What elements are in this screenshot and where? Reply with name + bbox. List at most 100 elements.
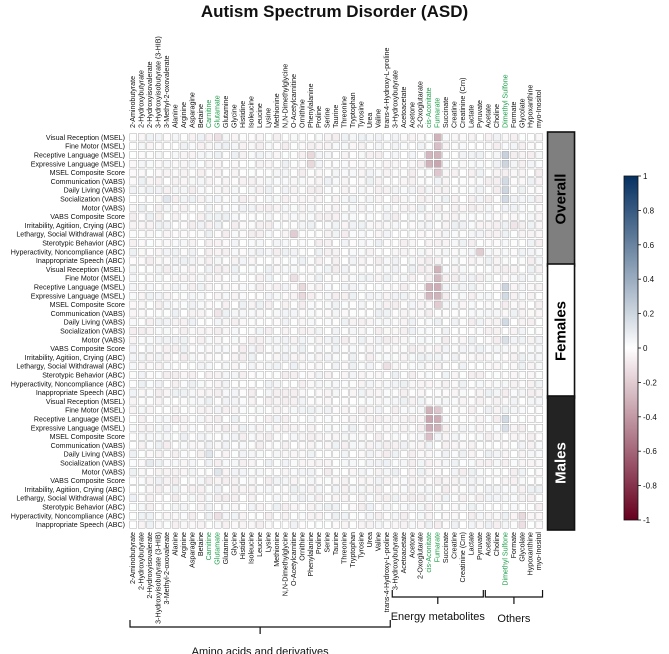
heatmap-cell bbox=[527, 212, 535, 221]
panel-label: Females bbox=[553, 301, 570, 361]
heatmap-cell bbox=[281, 327, 290, 335]
heatmap-cell bbox=[222, 160, 230, 168]
heatmap-cell bbox=[163, 309, 171, 318]
heatmap-cell bbox=[332, 406, 340, 414]
heatmap-cell bbox=[434, 415, 442, 423]
heatmap-cell bbox=[374, 380, 383, 388]
heatmap-cell bbox=[535, 362, 543, 370]
heatmap-cell bbox=[264, 195, 273, 203]
heatmap-cell bbox=[451, 318, 459, 326]
heatmap-cell bbox=[425, 353, 433, 362]
heatmap-cell bbox=[324, 415, 332, 423]
heatmap-cell bbox=[222, 344, 230, 353]
heatmap-cell bbox=[501, 441, 510, 450]
heatmap-cell bbox=[518, 520, 526, 529]
heatmap-cell bbox=[155, 142, 163, 150]
heatmap-cell bbox=[518, 160, 526, 168]
heatmap-cell bbox=[155, 327, 163, 335]
heatmap-cell bbox=[518, 503, 526, 511]
heatmap-cell bbox=[391, 283, 400, 291]
heatmap-cell bbox=[484, 204, 493, 212]
heatmap-cell bbox=[197, 512, 205, 520]
heatmap-cell bbox=[205, 221, 213, 230]
heatmap-cell bbox=[256, 441, 264, 450]
heatmap-cell bbox=[493, 212, 501, 221]
heatmap-cell bbox=[493, 415, 501, 423]
heatmap-cell bbox=[425, 468, 433, 476]
heatmap-cell bbox=[264, 380, 273, 388]
heatmap-cell bbox=[527, 195, 535, 203]
heatmap-cell bbox=[273, 168, 281, 177]
heatmap-cell bbox=[527, 300, 535, 309]
heatmap-cell bbox=[281, 362, 290, 370]
heatmap-cell bbox=[264, 512, 273, 520]
heatmap-cell bbox=[358, 362, 366, 370]
heatmap-cell bbox=[290, 450, 298, 458]
heatmap-cell bbox=[400, 494, 408, 502]
heatmap-cell bbox=[214, 177, 222, 186]
heatmap-cell bbox=[256, 177, 264, 186]
heatmap-cell bbox=[417, 221, 425, 230]
heatmap-cell bbox=[501, 151, 510, 159]
heatmap-cell bbox=[214, 503, 222, 511]
heatmap-cell bbox=[171, 459, 180, 467]
heatmap-cell bbox=[146, 520, 154, 529]
heatmap-cell bbox=[180, 380, 188, 388]
heatmap-cell bbox=[264, 265, 273, 274]
heatmap-cell bbox=[281, 204, 290, 212]
heatmap-cell bbox=[188, 177, 197, 186]
heatmap-cell bbox=[155, 177, 163, 186]
heatmap-cell bbox=[324, 256, 332, 265]
heatmap-cell bbox=[391, 151, 400, 159]
heatmap-cell bbox=[374, 327, 383, 335]
heatmap-cell bbox=[417, 424, 425, 432]
heatmap-cell bbox=[459, 204, 467, 212]
heatmap-cell bbox=[129, 309, 137, 318]
heatmap-cell bbox=[188, 248, 197, 256]
row-label: Daily Living (VABS) bbox=[64, 187, 125, 195]
heatmap-cell bbox=[239, 503, 247, 511]
heatmap-cell bbox=[349, 221, 357, 230]
heatmap-cell bbox=[290, 292, 298, 300]
heatmap-cell bbox=[383, 318, 391, 326]
heatmap-cell bbox=[146, 424, 154, 432]
heatmap-cell bbox=[374, 142, 383, 150]
row-label: Daily Living (VABS) bbox=[64, 451, 125, 459]
heatmap-cell bbox=[197, 344, 205, 353]
heatmap-cell bbox=[290, 142, 298, 150]
heatmap-cell bbox=[163, 415, 171, 423]
heatmap-cell bbox=[417, 468, 425, 476]
heatmap-cell bbox=[374, 204, 383, 212]
heatmap-cell bbox=[171, 432, 180, 441]
heatmap-cell bbox=[535, 300, 543, 309]
column-label-bottom: 2-Hydroxyisovalerate bbox=[146, 532, 154, 599]
heatmap-cell bbox=[383, 441, 391, 450]
heatmap-cell bbox=[281, 274, 290, 282]
heatmap-cell bbox=[214, 476, 222, 485]
heatmap-cell bbox=[214, 397, 222, 406]
group-bracket bbox=[391, 590, 484, 598]
heatmap-cell bbox=[349, 151, 357, 159]
heatmap-cell bbox=[451, 371, 459, 379]
heatmap-cell bbox=[391, 248, 400, 256]
heatmap-cell bbox=[434, 177, 442, 186]
heatmap-cell bbox=[434, 318, 442, 326]
heatmap-cell bbox=[476, 371, 484, 379]
heatmap-cell bbox=[366, 212, 374, 221]
heatmap-cell bbox=[425, 239, 433, 247]
column-label-bottom: Hypoxanthine bbox=[527, 532, 535, 575]
heatmap-cell bbox=[315, 406, 323, 414]
heatmap-cell bbox=[273, 388, 281, 397]
heatmap-cell bbox=[374, 283, 383, 291]
heatmap-cell bbox=[391, 406, 400, 414]
heatmap-cell bbox=[408, 485, 417, 494]
heatmap-cell bbox=[518, 256, 526, 265]
heatmap-cell bbox=[290, 133, 298, 142]
heatmap-cell bbox=[273, 468, 281, 476]
heatmap-cell bbox=[188, 160, 197, 168]
heatmap-cell bbox=[358, 441, 366, 450]
heatmap-cell bbox=[273, 318, 281, 326]
heatmap-cell bbox=[451, 388, 459, 397]
heatmap-cell bbox=[171, 186, 180, 194]
heatmap-cell bbox=[332, 450, 340, 458]
